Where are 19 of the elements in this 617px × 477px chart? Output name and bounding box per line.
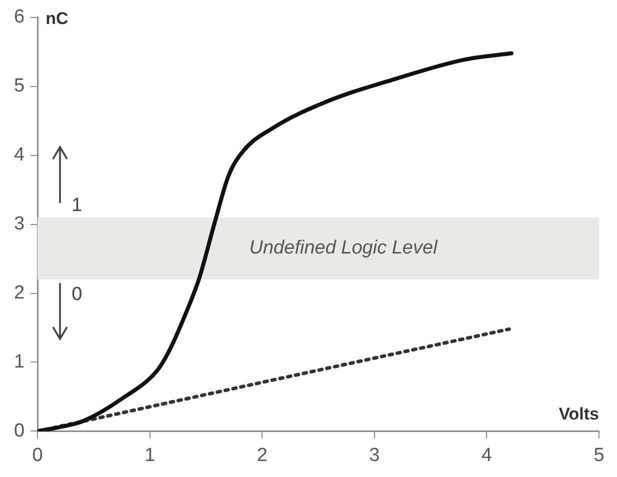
annotation: 0 (72, 284, 82, 306)
line-series (38, 51, 514, 432)
annotation: 1 (72, 195, 82, 216)
y-tick-label: 0 (14, 420, 25, 442)
x-tick-label: 0 (32, 444, 43, 466)
y-tick-label: 3 (14, 214, 25, 235)
x-axis-title: Volts (558, 404, 599, 424)
y-tick-label: 5 (14, 76, 25, 97)
y-tick-label: 4 (14, 144, 25, 166)
band-label: Undefined Logic Level (249, 238, 438, 259)
x-tick-label: 4 (481, 444, 492, 466)
x-tick-label: 3 (369, 444, 380, 466)
x-tick-label: 1 (144, 444, 156, 466)
y-axis-title: nC (46, 9, 68, 28)
x-tick-label: 2 (256, 444, 268, 466)
y-tick-label: 1 (14, 351, 25, 372)
y-tick-label: 6 (14, 6, 25, 28)
x-tick-label: 5 (594, 444, 604, 466)
y-tick-label: 2 (14, 282, 25, 304)
